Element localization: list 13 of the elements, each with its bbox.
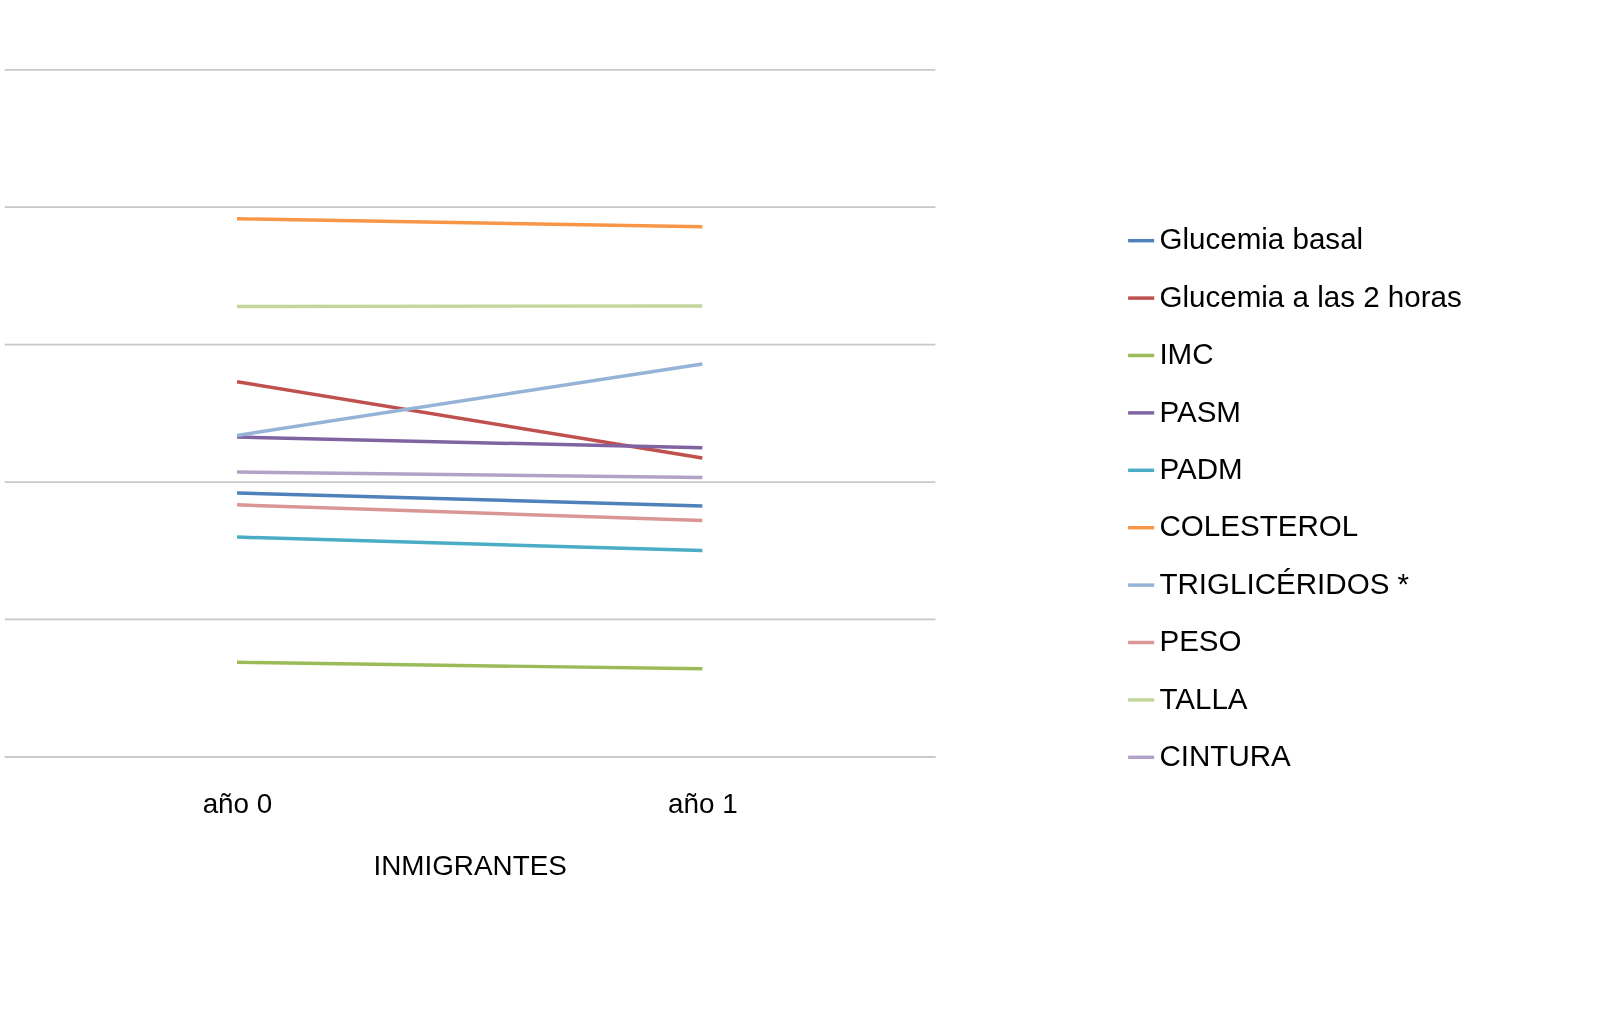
legend-label: TRIGLICÉRIDOS * — [1159, 566, 1410, 600]
legend-label: IMC — [1159, 337, 1214, 371]
legend-label: PASM — [1159, 394, 1241, 428]
legend-label: CINTURA — [1159, 739, 1292, 773]
x-axis-title: INMIGRANTES — [373, 850, 567, 882]
legend-label: Glucemia a las 2 horas — [1159, 279, 1462, 313]
legend-label: Glucemia basal — [1159, 222, 1364, 256]
legend-label: TALLA — [1159, 681, 1248, 715]
legend-label: PADM — [1159, 452, 1243, 485]
x-tick-label: año 0 — [202, 788, 273, 820]
legend-label: PESO — [1159, 624, 1242, 658]
legend-label: COLESTEROL — [1159, 509, 1359, 543]
x-tick-label: año 1 — [667, 788, 738, 820]
